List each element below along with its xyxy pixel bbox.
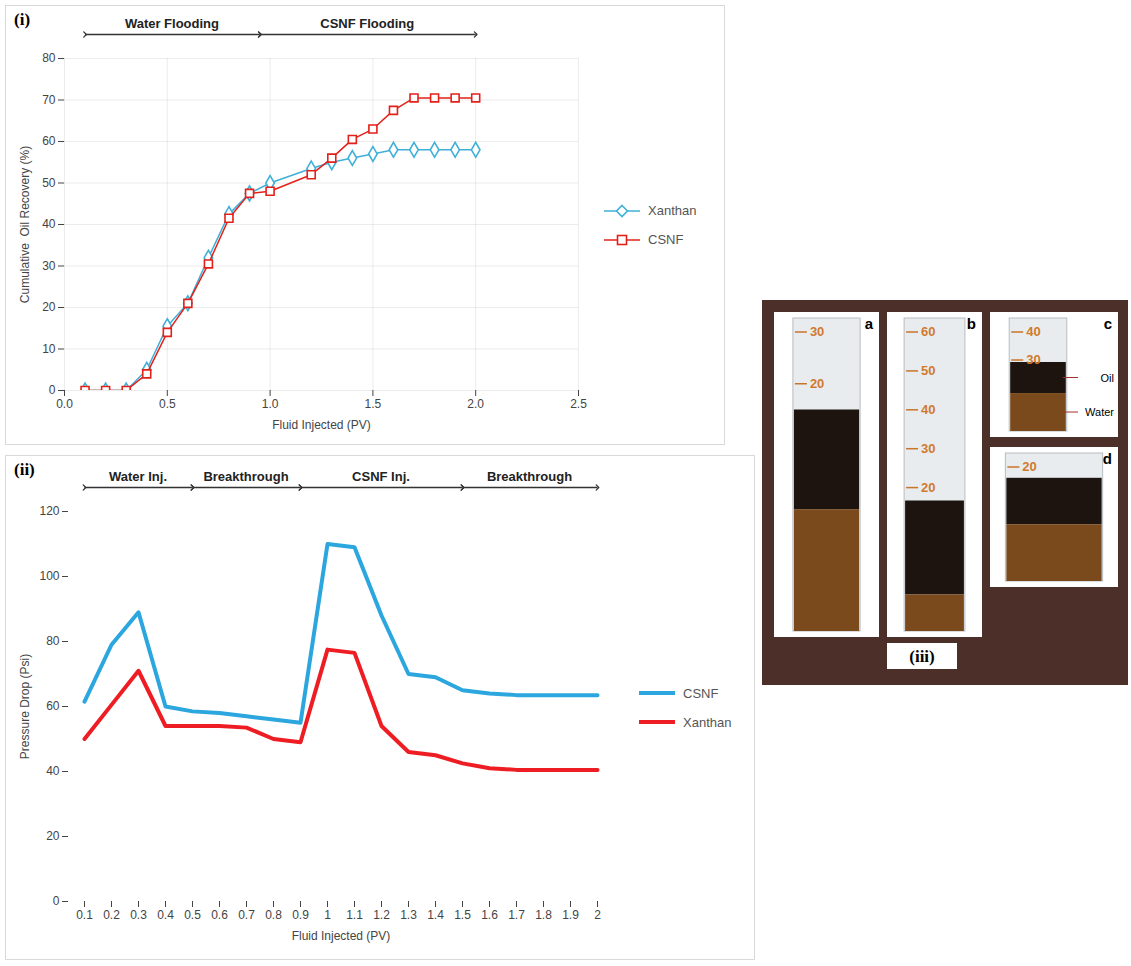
svg-text:0.7: 0.7 [238,908,255,922]
svg-text:0.4: 0.4 [157,908,174,922]
svg-text:40: 40 [1026,324,1040,339]
svg-text:Breakthrough: Breakthrough [487,469,572,484]
svg-text:1.8: 1.8 [535,908,552,922]
svg-text:0.2: 0.2 [103,908,120,922]
svg-text:Breakthrough: Breakthrough [203,469,288,484]
svg-text:c: c [1104,315,1112,332]
svg-text:20: 20 [921,480,935,495]
svg-text:40: 40 [46,764,60,778]
svg-text:80: 80 [46,634,60,648]
svg-text:40: 40 [921,402,935,417]
svg-text:Oil: Oil [1101,372,1114,384]
svg-text:Water Flooding: Water Flooding [125,16,219,31]
svg-text:1.3: 1.3 [400,908,417,922]
svg-text:120: 120 [39,504,59,518]
svg-text:2.0: 2.0 [467,397,484,411]
svg-text:a: a [865,315,874,332]
svg-text:80: 80 [42,51,56,65]
svg-text:0.9: 0.9 [292,908,309,922]
svg-text:CSNF Flooding: CSNF Flooding [320,16,414,31]
html-text:Xanthan: Xanthan [648,203,697,218]
svg-text:20: 20 [1022,459,1036,474]
svg-text:1.2: 1.2 [373,908,390,922]
svg-text:0.0: 0.0 [56,397,73,411]
svg-text:0.5: 0.5 [159,397,176,411]
svg-text:0.6: 0.6 [211,908,228,922]
html-text:(ii): (ii) [14,460,35,479]
svg-text:2.5: 2.5 [570,397,587,411]
svg-text:1.0: 1.0 [262,397,279,411]
svg-text:30: 30 [921,441,935,456]
svg-text:(iii): (iii) [909,647,935,666]
svg-text:30: 30 [810,324,824,339]
svg-text:0.3: 0.3 [130,908,147,922]
svg-text:60: 60 [46,699,60,713]
svg-text:Water: Water [1085,406,1114,418]
svg-text:1: 1 [324,908,331,922]
svg-text:1.7: 1.7 [508,908,525,922]
svg-text:30: 30 [1026,352,1040,367]
svg-text:0: 0 [49,383,56,397]
svg-text:2: 2 [594,908,601,922]
svg-text:20: 20 [46,829,60,843]
svg-text:50: 50 [921,363,935,378]
svg-text:100: 100 [39,569,59,583]
svg-text:70: 70 [42,93,56,107]
svg-text:50: 50 [42,176,56,190]
svg-text:20: 20 [42,300,56,314]
svg-text:Fluid Injected (PV): Fluid Injected (PV) [292,928,391,942]
svg-text:1.5: 1.5 [365,397,382,411]
html-text:Xanthan: Xanthan [683,714,732,730]
svg-text:1.1: 1.1 [346,908,363,922]
svg-text:0.8: 0.8 [265,908,282,922]
svg-text:30: 30 [42,259,56,273]
html-text:CSNF: CSNF [683,685,719,701]
svg-text:10: 10 [42,342,56,356]
svg-text:60: 60 [921,324,935,339]
svg-text:b: b [967,315,976,332]
html-text:(i): (i) [14,10,30,29]
svg-text:0.1: 0.1 [76,908,93,922]
svg-text:Fluid Injected (PV): Fluid Injected (PV) [272,418,371,432]
html-text:CSNF: CSNF [648,232,684,247]
svg-text:1.9: 1.9 [562,908,579,922]
svg-text:Cumulative Oil Recovery (%): Cumulative Oil Recovery (%) [18,146,32,303]
svg-text:60: 60 [42,134,56,148]
svg-text:CSNF Inj.: CSNF Inj. [352,469,410,484]
svg-text:Pressure Drop (Psi): Pressure Drop (Psi) [18,653,32,758]
svg-text:1.4: 1.4 [427,908,444,922]
svg-text:0.5: 0.5 [184,908,201,922]
svg-text:1.5: 1.5 [454,908,471,922]
svg-text:d: d [1103,450,1112,467]
svg-text:0: 0 [53,894,60,908]
svg-text:20: 20 [810,376,824,391]
svg-text:Water Inj.: Water Inj. [109,469,167,484]
svg-text:40: 40 [42,217,56,231]
svg-text:1.6: 1.6 [481,908,498,922]
